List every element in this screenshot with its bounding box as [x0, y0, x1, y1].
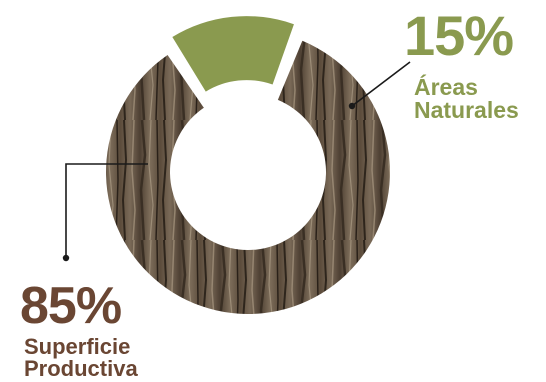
leader-dot-productive-surface — [62, 254, 70, 262]
natural-areas-label-line-1: Áreas — [414, 74, 478, 100]
natural-areas-label-line-2: Naturales — [414, 97, 519, 123]
natural-areas-percent: 15% — [404, 4, 514, 67]
natural-areas-label: Áreas Naturales — [414, 76, 519, 122]
leader-line-productive-surface — [65, 163, 148, 258]
productive-surface-label-line-2: Productiva — [24, 356, 138, 381]
productive-surface-label: Superficie Productiva — [24, 336, 138, 380]
productive-surface-label-line-1: Superficie — [24, 334, 131, 359]
leader-line-natural-areas — [351, 61, 411, 107]
productive-surface-percent: 85% — [20, 277, 122, 335]
slice-natural-areas — [172, 16, 294, 92]
slice-productive-surface — [105, 40, 390, 315]
leader-dot-natural-areas — [348, 102, 356, 110]
